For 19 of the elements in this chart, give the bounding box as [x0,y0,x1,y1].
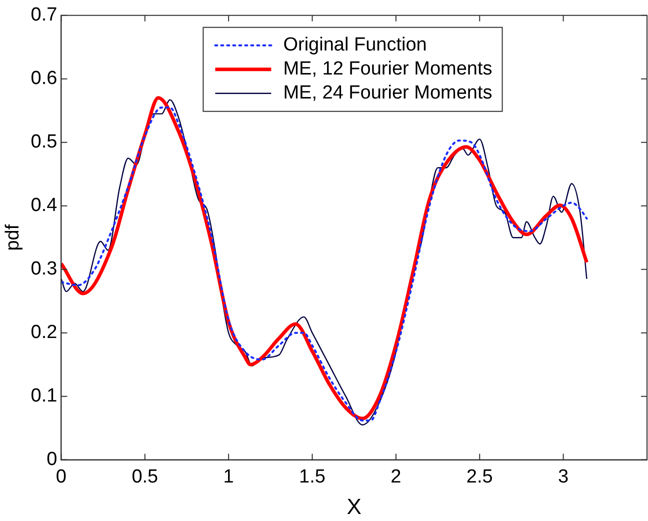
y-tick-label: 0 [46,449,58,470]
y-tick-label: 0.6 [30,68,58,90]
x-tick-label: 1 [223,466,234,488]
x-tick-label: 2 [390,466,402,488]
x-axis-title: X [346,494,362,519]
y-tick-label: 0.2 [30,322,58,344]
legend-label: ME, 12 Fourier Moments [283,58,492,80]
x-tick-label: 3 [558,466,569,488]
y-axis-title: pdf [2,224,24,251]
x-tick-label: 0.5 [132,466,158,488]
y-tick-label: 0.7 [30,4,58,26]
x-tick-label: 1.5 [299,466,326,488]
x-tick-label: 2.5 [466,466,493,488]
y-tick-label: 0.1 [30,386,58,407]
y-tick-label: 0.4 [30,195,58,216]
y-tick-label: 0.3 [30,258,58,280]
legend-label: Original Function [283,34,427,56]
y-tick-label: 0.5 [30,132,58,153]
legend-label: ME, 24 Fourier Moments [283,82,492,104]
